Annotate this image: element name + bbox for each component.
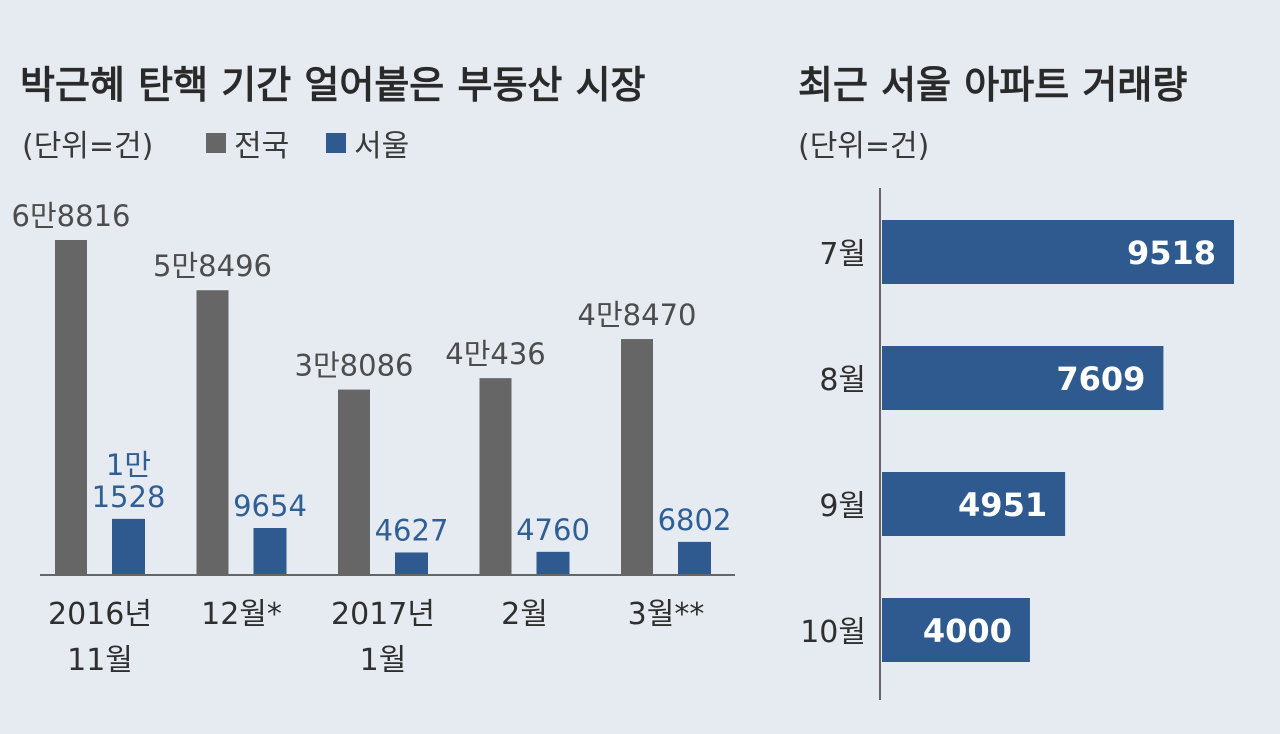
- y-tick-label-2: 9월: [819, 489, 866, 524]
- right-chart-title: 최근 서울 아파트 거래량: [798, 63, 1187, 107]
- x-tick-label-2: 2017년: [331, 597, 435, 632]
- x-tick-label-0: 2016년: [48, 597, 152, 632]
- label-seoul-4: 6802: [658, 503, 732, 537]
- y-tick-label-3: 10월: [800, 615, 866, 650]
- x-tick-label-2: 1월: [360, 643, 407, 678]
- label-seoul-3: 4760: [516, 513, 590, 547]
- label-national-0: 6만8816: [12, 199, 131, 233]
- label-national-3: 4만436: [445, 337, 545, 371]
- hbar-value-2: 4951: [958, 486, 1047, 524]
- hbar-1: [882, 346, 1164, 410]
- bar-national-0: [55, 240, 87, 575]
- bar-national-1: [196, 290, 229, 575]
- hbar-0: [882, 220, 1234, 284]
- hbar-2: [882, 472, 1066, 536]
- bar-seoul-4: [678, 541, 711, 575]
- x-tick-label-0: 11월: [67, 643, 133, 678]
- bar-national-2: [338, 389, 370, 575]
- left-chart-title: 박근혜 탄핵 기간 얼어붙은 부동산 시장: [20, 63, 646, 107]
- x-tick-label-4: 3월**: [628, 597, 705, 632]
- bar-seoul-3: [536, 551, 570, 575]
- y-tick-label-1: 8월: [819, 363, 866, 398]
- label-national-1: 5만8496: [153, 249, 272, 283]
- hbar-3: [882, 598, 1030, 662]
- legend-label-national: 전국: [234, 129, 289, 164]
- x-tick-label-3: 2월: [501, 597, 548, 632]
- legend-swatch-seoul: [326, 133, 346, 153]
- right-chart-bars: 9518 7월 7609 8월 4951 9월 4000 10월: [800, 220, 1234, 662]
- label-seoul-0: 1528: [92, 480, 166, 514]
- left-chart-unit: (단위=건): [22, 129, 153, 164]
- legend-label-seoul: 서울: [354, 129, 409, 164]
- bar-seoul-0: [112, 518, 145, 575]
- hbar-value-0: 9518: [1127, 234, 1216, 272]
- left-chart-x-ticks: 2016년 11월 12월* 2017년 1월 2월 3월**: [48, 597, 704, 678]
- hbar-value-3: 4000: [923, 612, 1012, 650]
- label-national-4: 4만8470: [578, 298, 697, 332]
- hbar-value-1: 7609: [1056, 360, 1145, 398]
- bar-national-4: [621, 339, 653, 575]
- legend-swatch-national: [206, 133, 226, 153]
- label-seoul-0: 1만: [106, 448, 151, 482]
- bar-national-3: [479, 378, 512, 575]
- x-tick-label-1: 12월*: [201, 597, 282, 632]
- label-national-2: 3만8086: [295, 349, 414, 383]
- label-seoul-2: 4627: [375, 513, 449, 547]
- bar-seoul-2: [395, 552, 428, 575]
- y-tick-label-0: 7월: [819, 237, 866, 272]
- right-chart-unit: (단위=건): [798, 129, 929, 164]
- label-seoul-1: 9654: [233, 489, 307, 523]
- bar-seoul-1: [253, 528, 287, 575]
